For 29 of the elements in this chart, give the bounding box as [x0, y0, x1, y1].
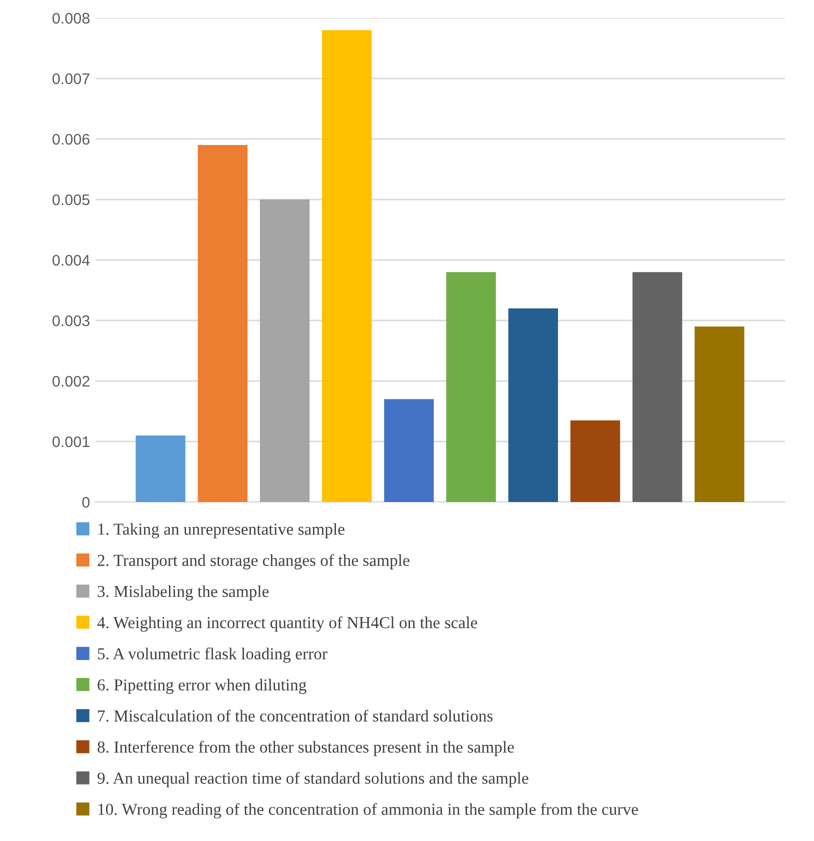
- legend-label: 8. Interference from the other substances present in the sample: [98, 740, 514, 756]
- bar: [694, 326, 744, 502]
- legend-label: 1. Taking an unrepresentative sample: [98, 523, 344, 538]
- y-tick-label: 0: [82, 496, 90, 508]
- legend-label: 5. A volumetric flask loading error: [98, 648, 328, 663]
- y-tick-label: 0.008: [52, 12, 90, 24]
- bar: [198, 145, 248, 502]
- bar: [384, 399, 434, 502]
- bar: [632, 272, 682, 502]
- y-tick-label: 0.005: [52, 194, 90, 206]
- bar: [508, 308, 558, 502]
- legend-label: 10. Wrong reading of the concentration of ammonia in the sample from the curve: [98, 803, 638, 818]
- legend-label: 3. Mislabeling the sample: [98, 585, 269, 601]
- bar: [322, 30, 372, 502]
- legend-label: 2. Transport and storage changes of the sample: [98, 554, 410, 570]
- y-tick-label: 0.001: [52, 436, 90, 448]
- y-tick-label: 0.006: [52, 134, 90, 145]
- bar: [446, 272, 496, 502]
- y-tick-label: 0.003: [52, 315, 90, 326]
- y-tick-label: 0.007: [52, 73, 90, 84]
- legend-label: 6. Pipetting error when diluting: [98, 678, 306, 694]
- bar: [136, 435, 186, 502]
- y-tick-label: 0.002: [52, 376, 90, 387]
- bar: [260, 200, 310, 502]
- bar: [570, 420, 620, 502]
- legend-label: 4. Weighting an incorrect quantity of NH4Cl on the scale: [97, 616, 478, 632]
- y-tick-label: 0.004: [52, 254, 90, 266]
- legend-label: 9. An unequal reaction time of standard solutions and the sample: [98, 772, 528, 788]
- legend-label: 7. Miscalculation of the concentration of standard solutions: [98, 710, 493, 722]
